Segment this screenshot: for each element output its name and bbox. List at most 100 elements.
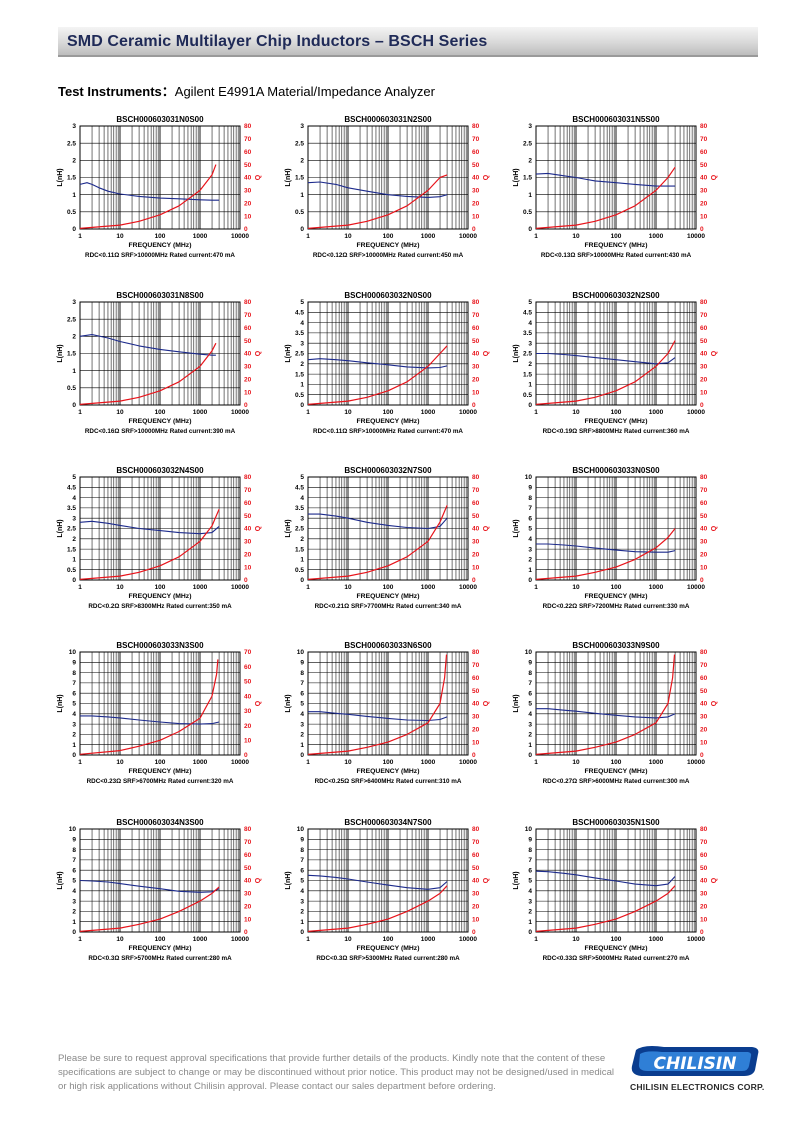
inductance-series-line [79, 182, 220, 201]
chart-caption: RDC<0.3Ω SRF>5700MHz Rated current:280 m… [88, 955, 232, 962]
y-tick-label: 3 [528, 898, 532, 905]
q-tick-label: 80 [244, 299, 252, 306]
grid [79, 828, 240, 933]
x-tick-label: 1 [306, 409, 310, 416]
q-tick-label: 0 [244, 752, 248, 759]
q-axis-label: Q [711, 174, 718, 180]
x-tick-label: 10 [572, 759, 580, 766]
q-tick-label: 0 [472, 577, 476, 584]
y-tick-label: 3 [72, 721, 76, 728]
q-tick-label: 20 [700, 551, 708, 558]
y-tick-label: 9 [528, 485, 532, 492]
q-tick-label: 80 [700, 299, 708, 306]
y-tick-label: 4 [528, 711, 532, 718]
grid [307, 651, 468, 756]
y-tick-label: 6 [300, 867, 304, 874]
q-tick-label: 30 [700, 891, 708, 898]
x-tick-label: 10 [116, 759, 124, 766]
x-axis-label: FREQUENCY (MHz) [129, 768, 192, 775]
y-tick-label: 2 [528, 158, 532, 165]
y-tick-label: 2 [300, 732, 304, 739]
y-tick-label: 2 [528, 909, 532, 916]
x-tick-label: 1 [534, 409, 538, 416]
q-tick-label: 70 [244, 487, 252, 494]
footer-notice: Please be sure to request approval speci… [58, 1053, 615, 1092]
q-tick-label: 10 [472, 389, 480, 396]
q-tick-label: 0 [472, 402, 476, 409]
y-tick-label: 1 [72, 919, 76, 926]
q-axis-label: Q [711, 700, 718, 706]
x-tick-label: 1 [306, 233, 310, 240]
page-header: SMD Ceramic Multilayer Chip Inductors – … [58, 27, 758, 57]
q-tick-label: 50 [700, 338, 708, 345]
x-tick-label: 10 [344, 584, 352, 591]
y-tick-label: 7 [528, 680, 532, 687]
q-axis-label: Q [255, 350, 262, 356]
y-tick-label: 0.5 [295, 567, 304, 574]
q-tick-label: 10 [244, 737, 252, 744]
q-tick-label: 30 [244, 891, 252, 898]
q-series-line [307, 174, 448, 229]
y-tick-label: 1 [528, 742, 532, 749]
y-tick-label: 4 [72, 495, 76, 502]
y-tick-label: 9 [72, 660, 76, 667]
q-tick-label: 0 [700, 577, 704, 584]
chilisin-logo: CHILISIN CHILISIN ELECTRONICS CORP. [624, 1044, 764, 1094]
y-tick-label: 6 [528, 867, 532, 874]
y-tick-label: 5 [300, 474, 304, 481]
x-axis-label: FREQUENCY (MHz) [357, 418, 420, 425]
x-axis-label: FREQUENCY (MHz) [357, 945, 420, 952]
x-tick-label: 1000 [421, 584, 436, 591]
q-series-line [535, 654, 676, 755]
y-tick-label: 0.5 [523, 209, 532, 216]
x-tick-label: 1000 [649, 409, 664, 416]
q-tick-label: 0 [244, 402, 248, 409]
x-tick-label: 1 [78, 233, 82, 240]
inductance-series-line [535, 870, 676, 887]
y-tick-label: 9 [300, 660, 304, 667]
x-axis-label: FREQUENCY (MHz) [585, 768, 648, 775]
inductor-chart: BSCH000603032N4S00 0 0.5 1 1.5 2 2.5 3 3.5 4 4.5 5 0… [30, 465, 262, 625]
q-tick-label: 70 [244, 136, 252, 143]
q-tick-label: 70 [472, 136, 480, 143]
inductor-chart: BSCH000603033N0S00 0 1 2 3 4 5 6 7 8 9 10 0 10 20 30 40 5… [486, 465, 718, 625]
y-tick-label: 4 [300, 495, 304, 502]
y-axis-label: L(nH) [57, 871, 64, 889]
inductor-chart: BSCH000603032N0S00 0 0.5 1 1.5 2 2.5 3 3.5 4 4.5 5 0… [258, 290, 490, 450]
y-tick-label: 2 [300, 909, 304, 916]
y-axis-label: L(nH) [513, 519, 520, 537]
x-tick-label: 10 [116, 584, 124, 591]
x-axis-label: FREQUENCY (MHz) [357, 593, 420, 600]
grid [79, 476, 240, 581]
y-tick-label: 1 [72, 192, 76, 199]
grid [535, 651, 696, 756]
q-tick-label: 70 [700, 662, 708, 669]
q-axis-label: Q [255, 174, 262, 180]
x-tick-label: 10000 [231, 409, 249, 416]
x-tick-label: 100 [383, 759, 394, 766]
x-tick-label: 1 [78, 584, 82, 591]
y-tick-label: 3 [528, 546, 532, 553]
q-tick-label: 30 [472, 539, 480, 546]
q-tick-label: 20 [472, 551, 480, 558]
y-tick-label: 2.5 [523, 351, 532, 358]
x-tick-label: 10 [572, 936, 580, 943]
x-tick-label: 1 [534, 759, 538, 766]
x-tick-label: 100 [383, 233, 394, 240]
y-tick-label: 4 [528, 888, 532, 895]
chart-title: BSCH000603031N5S00 [572, 115, 660, 124]
y-tick-label: 3 [72, 123, 76, 130]
inductor-chart: BSCH000603034N3S00 0 1 2 3 4 5 6 7 8 9 10 0 10 20 30 40 5… [30, 817, 262, 977]
q-series-line [535, 340, 676, 405]
grid [535, 476, 696, 581]
x-tick-label: 1000 [421, 759, 436, 766]
y-tick-label: 10 [525, 474, 533, 481]
y-tick-label: 5 [300, 299, 304, 306]
y-tick-label: 1.5 [295, 371, 304, 378]
y-axis-label: L(nH) [285, 519, 292, 537]
q-series-line [535, 166, 676, 229]
inductance-series-line [536, 543, 676, 553]
chart-svg: BSCH000603033N6S000123456789100102030405… [285, 641, 490, 785]
q-tick-label: 80 [244, 474, 252, 481]
chart-caption: RDC<0.22Ω SRF>7200MHz Rated current:330 … [543, 603, 690, 610]
